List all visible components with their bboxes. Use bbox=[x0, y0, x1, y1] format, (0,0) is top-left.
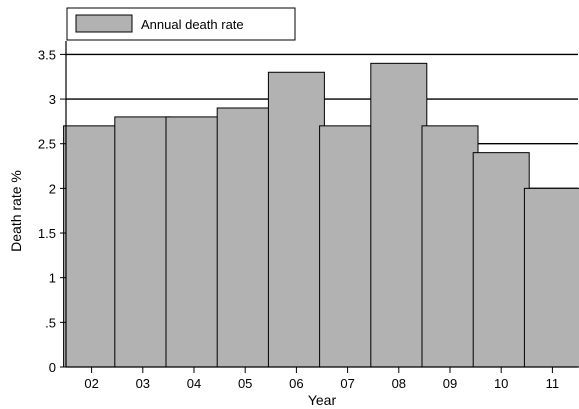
y-tick-label: 2.5 bbox=[38, 137, 56, 152]
bar-09 bbox=[421, 125, 479, 368]
x-tick-label: 09 bbox=[443, 376, 457, 391]
legend-swatch bbox=[75, 14, 133, 33]
bar-05 bbox=[216, 107, 274, 368]
legend-label: Annual death rate bbox=[141, 17, 244, 32]
bar-10 bbox=[472, 152, 530, 368]
y-tick-label: .5 bbox=[45, 315, 56, 330]
y-tick-label: 0 bbox=[49, 360, 56, 375]
x-tick-label: 04 bbox=[187, 376, 201, 391]
y-tick-label: 3 bbox=[49, 92, 56, 107]
y-tick-label: 2 bbox=[49, 181, 56, 196]
bar-03 bbox=[114, 116, 172, 368]
x-tick-label: 02 bbox=[84, 376, 98, 391]
x-tick-label: 03 bbox=[136, 376, 150, 391]
bar-08 bbox=[370, 62, 428, 368]
y-tick-label: 1 bbox=[49, 271, 56, 286]
x-tick-label: 06 bbox=[289, 376, 303, 391]
x-axis-ticks: 02 03 04 05 06 07 08 09 10 11 bbox=[84, 367, 559, 391]
x-axis-label: Year bbox=[308, 392, 337, 408]
y-tick-label: 3.5 bbox=[38, 47, 56, 62]
x-tick-label: 05 bbox=[238, 376, 252, 391]
x-tick-label: 10 bbox=[494, 376, 508, 391]
y-tick-label: 1.5 bbox=[38, 226, 56, 241]
x-tick-label: 11 bbox=[546, 376, 560, 391]
bar-02 bbox=[63, 125, 121, 368]
bar-07 bbox=[319, 125, 377, 368]
bar-06 bbox=[267, 71, 325, 368]
bars bbox=[63, 62, 579, 368]
x-tick-label: 07 bbox=[340, 376, 354, 391]
y-axis-label: Death rate % bbox=[8, 170, 24, 252]
legend: Annual death rate bbox=[66, 7, 296, 41]
bar-11 bbox=[523, 187, 579, 368]
bar-04 bbox=[165, 116, 223, 368]
x-tick-label: 08 bbox=[392, 376, 406, 391]
axes bbox=[65, 41, 578, 368]
y-axis-ticks: 0 .5 1 1.5 2 2.5 3 3.5 bbox=[38, 47, 66, 375]
